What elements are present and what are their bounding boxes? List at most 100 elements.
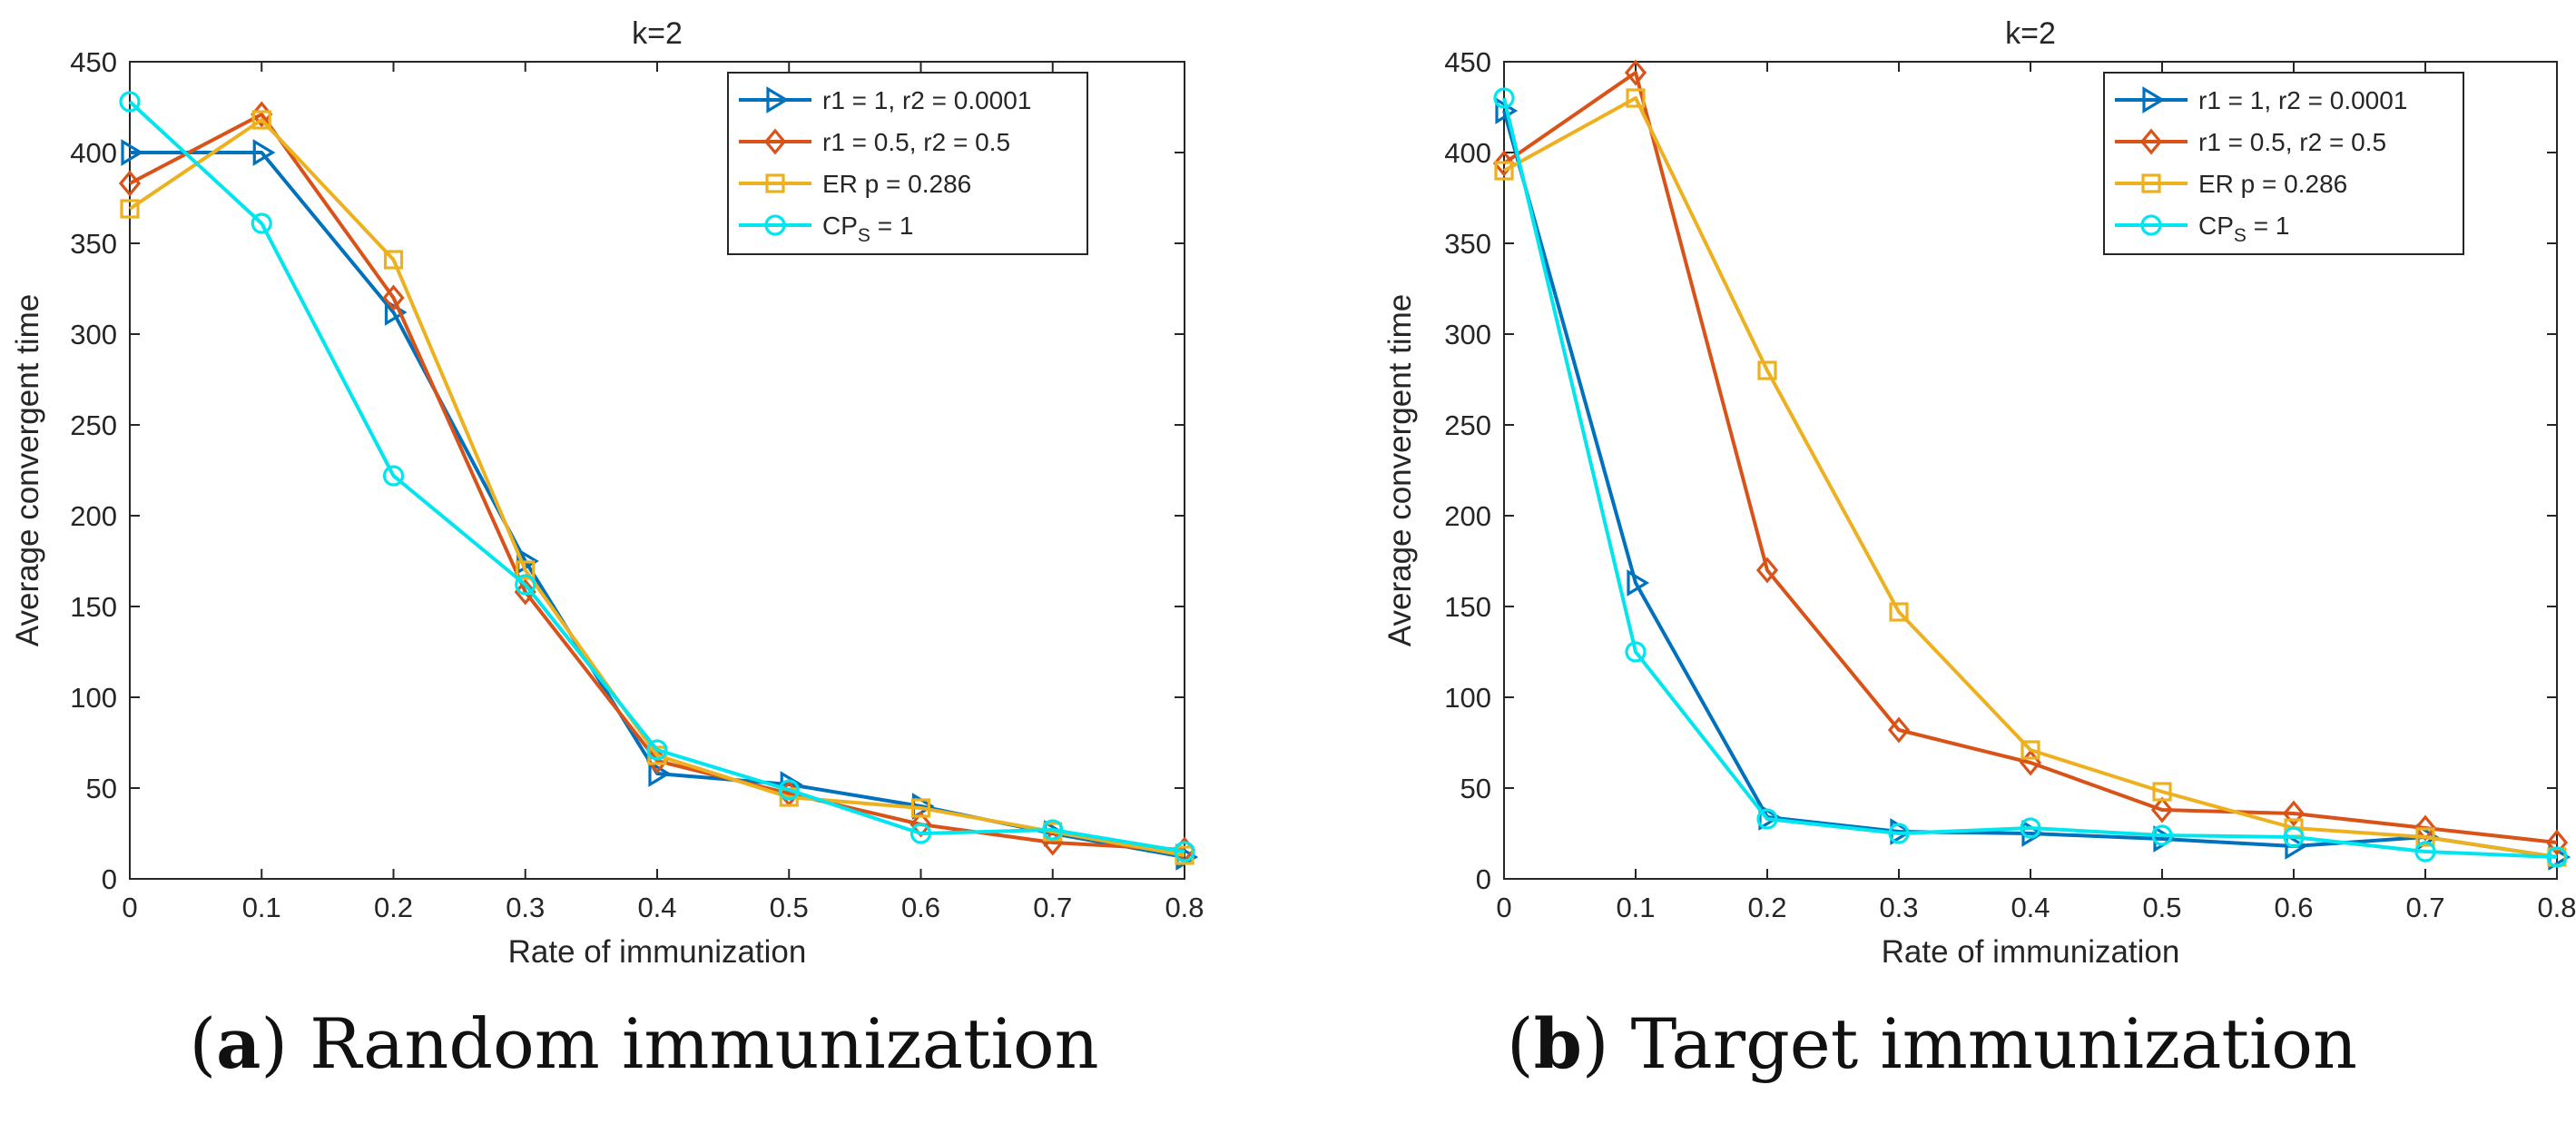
data-point: [251, 110, 271, 130]
data-point: [1888, 823, 1910, 844]
y-tick-label: 450: [70, 46, 117, 78]
x-tick-label: 0.2: [1747, 892, 1786, 923]
data-point: [1755, 557, 1779, 584]
x-tick-label: 0.5: [770, 892, 809, 923]
legend-entry: ER p = 0.286: [739, 170, 971, 198]
y-tick-label: 150: [70, 591, 117, 623]
data-point: [2020, 817, 2041, 839]
y-tick-label: 450: [1444, 46, 1491, 78]
data-point: [2151, 824, 2173, 846]
y-tick-label: 0: [102, 863, 117, 895]
data-point: [2152, 782, 2172, 802]
legend-label: CPS = 1: [822, 212, 913, 246]
y-tick-label: 100: [1444, 682, 1491, 714]
legend-marker: [766, 86, 790, 113]
x-axis: 0 0.1 0.2 0.3 0.4 0.5 0.6 0.7 0.8: [122, 62, 1204, 923]
y-tick-label: 350: [70, 228, 117, 260]
y-axis-label: Average convergent time: [10, 294, 45, 646]
x-axis-label: Rate of immunization: [1882, 934, 2180, 970]
legend-label-main: ER p = 0.286: [2198, 170, 2347, 198]
legend-label: r1 = 1, r2 = 0.0001: [822, 86, 1031, 114]
legend-label: ER p = 0.286: [822, 170, 971, 198]
data-point: [382, 465, 405, 487]
x-tick-label: 0.8: [2537, 892, 2576, 923]
data-point: [1626, 88, 1646, 108]
data-point: [2546, 846, 2568, 868]
caption-a-text: Random immunization: [310, 1003, 1099, 1084]
x-tick-label: 0.4: [637, 892, 676, 923]
data-point: [909, 823, 932, 844]
series-3: [119, 91, 1195, 863]
data-point: [252, 139, 276, 166]
legend-label-main: CP: [822, 212, 858, 240]
data-point: [1756, 808, 1778, 830]
y-tick-label: 50: [86, 773, 117, 804]
legend-marker: [765, 173, 785, 193]
legend: r1 = 1, r2 = 0.0001 r1 = 0.5, r2 = 0.5 ER …: [727, 72, 1088, 255]
legend-label-suffix: = 1: [870, 212, 913, 240]
x-tick-label: 0.7: [1033, 892, 1072, 923]
legend-marker: [2142, 86, 2166, 113]
data-point: [1624, 59, 1647, 86]
x-tick-label: 0.1: [242, 892, 281, 923]
legend-label-main: CP: [2198, 212, 2234, 240]
data-point: [1887, 716, 1911, 744]
legend-entry: r1 = 1, r2 = 0.0001: [739, 86, 1031, 114]
legend-entry: ER p = 0.286: [2115, 170, 2347, 198]
data-point: [1492, 150, 1516, 177]
data-point: [120, 199, 140, 219]
legend-entry: r1 = 0.5, r2 = 0.5: [739, 128, 1010, 156]
y-axis: 0 50 100 150 200 250 300 350 400 450: [70, 46, 1185, 895]
data-point: [1493, 87, 1515, 109]
chart-b: 0 0.1 0.2 0.3 0.4 0.5 0.6 0.7 0.8 0 50 100 150 200 250…: [1382, 16, 2576, 970]
legend-label-sub: S: [2234, 225, 2247, 246]
legend-label-main: r1 = 0.5, r2 = 0.5: [2198, 128, 2386, 156]
legend-marker: [2139, 128, 2163, 155]
y-tick-label: 200: [70, 500, 117, 532]
x-tick-label: 0.3: [506, 892, 545, 923]
legend-label-main: ER p = 0.286: [822, 170, 971, 198]
y-tick-label: 350: [1444, 228, 1491, 260]
data-point: [910, 798, 931, 818]
y-tick-label: 400: [70, 137, 117, 169]
y-tick-label: 300: [70, 319, 117, 350]
legend-entry: r1 = 0.5, r2 = 0.5: [2115, 128, 2386, 156]
series-2: [1494, 88, 2567, 867]
y-axis-label: Average convergent time: [1382, 294, 1418, 646]
panel-a: 0 0.1 0.2 0.3 0.4 0.5 0.6 0.7 0.8 0 50 100 150 200 250…: [10, 16, 1204, 1084]
y-tick-label: 250: [1444, 409, 1491, 441]
legend-label: r1 = 0.5, r2 = 0.5: [822, 128, 1010, 156]
series-line: [1502, 110, 2558, 859]
y-axis: 0 50 100 150 200 250 300 350 400 450: [1444, 46, 2557, 895]
data-point: [2415, 827, 2435, 847]
legend-entry: r1 = 1, r2 = 0.0001: [2115, 86, 2407, 114]
data-point: [1889, 602, 1909, 622]
legend-label: ER p = 0.286: [2198, 170, 2347, 198]
series-line: [1502, 71, 2558, 844]
data-point: [1757, 360, 1777, 380]
x-axis-label: Rate of immunization: [508, 934, 807, 970]
series-line: [1502, 97, 2558, 859]
data-point: [515, 574, 536, 596]
legend-label-main: r1 = 0.5, r2 = 0.5: [822, 128, 1010, 156]
data-point: [382, 284, 405, 311]
legend-marker: [763, 128, 787, 155]
legend-entry: CPS = 1: [2115, 212, 2289, 246]
data-point: [778, 779, 800, 801]
x-tick-label: 0.7: [2405, 892, 2444, 923]
legend-label-sub: S: [858, 225, 870, 246]
series-line: [128, 118, 1185, 857]
legend-label-main: r1 = 1, r2 = 0.0001: [822, 86, 1031, 114]
caption-b: (b) Target immunization: [1507, 1003, 2357, 1084]
series-line: [129, 113, 1185, 852]
data-point: [1758, 804, 1782, 831]
panel-b: 0 0.1 0.2 0.3 0.4 0.5 0.6 0.7 0.8 0 50 100 150 200 250…: [1288, 0, 2576, 1124]
data-point: [646, 739, 668, 761]
chart-a: 0 0.1 0.2 0.3 0.4 0.5 0.6 0.7 0.8 0 50 100 150 200 250…: [10, 16, 1204, 970]
data-point: [118, 170, 142, 197]
x-tick-label: 0.6: [2274, 892, 2313, 923]
x-tick-label: 0.1: [1616, 892, 1655, 923]
x-axis: 0 0.1 0.2 0.3 0.4 0.5 0.6 0.7 0.8: [1496, 62, 2576, 923]
legend-marker: [2141, 173, 2161, 193]
x-tick-label: 0: [122, 892, 137, 923]
